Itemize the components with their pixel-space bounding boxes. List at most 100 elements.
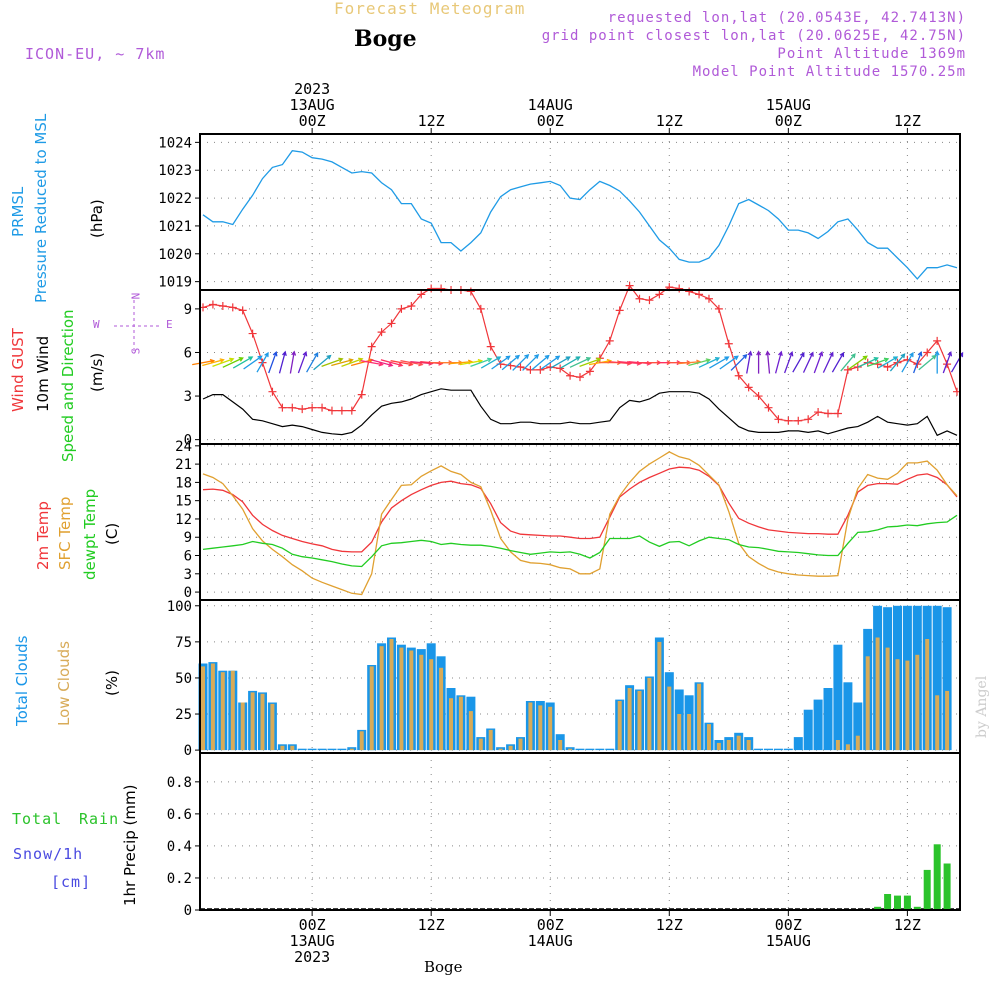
- low-cloud-bar: [449, 698, 453, 751]
- wind-arrow: [840, 353, 856, 372]
- y-tick-label: 9: [184, 302, 192, 318]
- low-cloud-bar: [617, 701, 622, 751]
- sfc-temp-line: [202, 451, 958, 596]
- total-cloud-bar: [764, 748, 773, 751]
- gust-marker: [268, 387, 277, 396]
- low-cloud-bar: [260, 693, 265, 751]
- axis-layer: 1019 1020 1021 1022 1023 1024 0 3 6 9 0 3 6 9 12 15 18 21…: [114, 80, 921, 966]
- wind-arrow: [912, 351, 923, 374]
- gust-marker: [714, 304, 723, 313]
- wind-arrow: [501, 354, 521, 371]
- wind-arrow: [202, 358, 225, 367]
- gust-marker: [744, 383, 753, 392]
- gust-marker: [357, 390, 366, 399]
- gust-marker: [337, 406, 346, 415]
- gust-marker: [526, 365, 535, 374]
- low-cloud-bar: [429, 659, 434, 751]
- gust-marker: [367, 342, 376, 351]
- wind-arrow: [232, 356, 254, 369]
- gust-marker: [685, 287, 694, 296]
- wind-arrow: [730, 353, 748, 371]
- total-clouds-label: Total Clouds: [13, 635, 31, 726]
- rain-bar: [894, 895, 901, 910]
- wind-arrow: [243, 355, 263, 370]
- snow-label: Snow/1h: [13, 845, 84, 863]
- pressure-line: [202, 150, 958, 280]
- point-altitude: Point Altitude 1369m: [777, 46, 966, 62]
- wind-arrow: [550, 356, 571, 369]
- gust-marker: [476, 304, 485, 313]
- temp2m-label: 2m Temp: [34, 501, 52, 570]
- wind-arrow: [688, 358, 712, 367]
- gust-marker: [347, 406, 356, 415]
- total-cloud-bar: [783, 748, 793, 751]
- y-tick-label: 6: [184, 549, 192, 565]
- low-cloud-bar: [667, 686, 672, 751]
- low-cloud-bar: [568, 748, 573, 751]
- gust-marker: [615, 306, 624, 315]
- low-cloud-bar: [518, 738, 523, 751]
- wind-arrow: [765, 350, 771, 374]
- gust-marker: [566, 371, 575, 380]
- low-cloud-bar: [855, 735, 860, 751]
- gust-marker: [407, 301, 416, 310]
- wind-arrow: [877, 356, 899, 369]
- gust-marker: [397, 304, 406, 313]
- location-title: Boge: [354, 26, 417, 52]
- total-cloud-bar: [337, 748, 347, 751]
- total-cloud-bar: [793, 737, 803, 751]
- low-cloud-bar: [687, 714, 692, 751]
- watermark: by Angel: [974, 675, 990, 738]
- x-tick-label-top: 13AUG: [290, 96, 335, 114]
- low-cloud-bar: [201, 666, 205, 751]
- wind-arrow: [783, 351, 794, 374]
- low-cloud-bar: [558, 740, 563, 751]
- wind-arrow: [867, 357, 890, 368]
- prmsl-label: PRMSL: [9, 186, 27, 237]
- wind-arrow: [698, 357, 721, 368]
- y-tick-label: 0.8: [167, 775, 192, 791]
- panel-frame: [199, 443, 961, 601]
- low-cloud-bar: [280, 745, 285, 751]
- total-cloud-bar: [823, 688, 833, 751]
- pressure-unit-label: (hPa): [88, 199, 106, 238]
- gust-marker: [327, 406, 336, 415]
- gust-marker: [883, 363, 892, 371]
- low-cloud-bar: [697, 683, 702, 751]
- x-tick-label-top: 12Z: [418, 112, 445, 130]
- low-cloud-bar: [220, 672, 225, 751]
- low-cloud-bar: [835, 740, 840, 751]
- rain-bar: [943, 863, 951, 910]
- wind-arrow: [813, 351, 824, 374]
- x-tick-label-bottom: 00Z: [537, 916, 564, 934]
- grid-layer: [200, 134, 960, 911]
- low-cloud-bar: [498, 748, 503, 751]
- panel-frame: [199, 289, 961, 445]
- wind-arrow: [491, 355, 511, 370]
- wind-arrow: [470, 357, 493, 368]
- y-tick-label: 6: [184, 345, 192, 361]
- grid-point-coords: grid point closest lon,lat (20.0625E, 42…: [541, 28, 966, 44]
- y-tick-label: 21: [175, 457, 192, 473]
- wind-gust-label: Wind GUST: [9, 328, 27, 412]
- model-point-altitude: Model Point Altitude 1570.25m: [692, 64, 966, 80]
- wind-arrow: [459, 358, 484, 366]
- y-tick-label: 1022: [158, 191, 192, 207]
- compass-north-label: N: [129, 291, 143, 300]
- y-tick-label: 1024: [158, 135, 192, 151]
- x-tick-label-bottom: 12Z: [418, 916, 445, 934]
- total-cloud-bar: [813, 699, 823, 751]
- gust-marker: [278, 403, 287, 412]
- wind-arrow: [531, 354, 550, 371]
- gust-marker: [933, 336, 942, 345]
- low-cloud-bar: [865, 656, 870, 751]
- wind-arrow: [746, 350, 753, 374]
- y-tick-label: 3: [184, 567, 192, 583]
- temp2m-line: [202, 466, 958, 553]
- wind-arrow: [848, 355, 868, 370]
- dewpt-line: [202, 514, 958, 568]
- x-tick-label-top: 00Z: [537, 112, 564, 130]
- chart-title: Forecast Meteogram: [334, 0, 526, 18]
- low-cloud-bar: [230, 670, 235, 751]
